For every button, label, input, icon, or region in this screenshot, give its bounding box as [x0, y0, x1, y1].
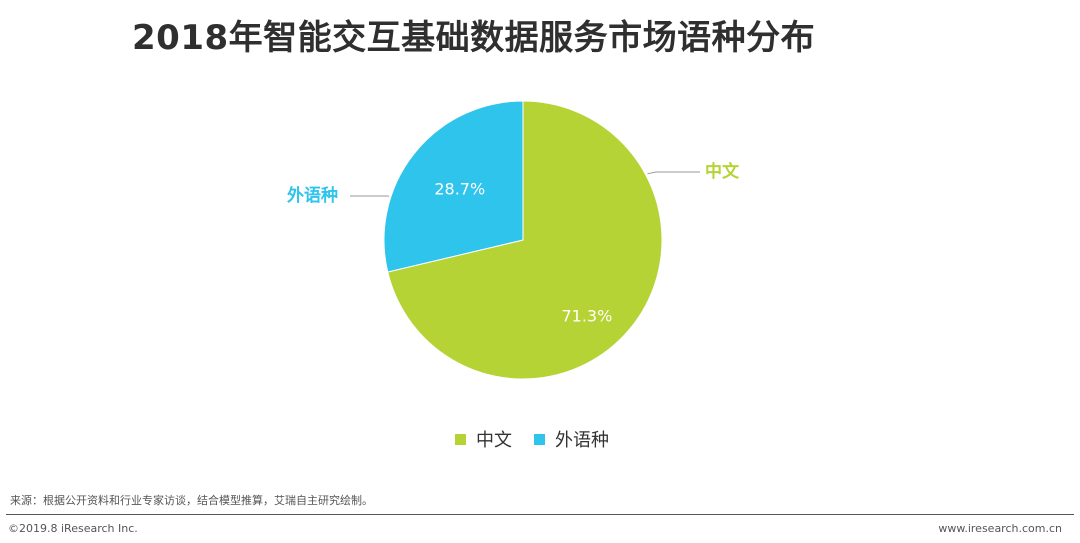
callout-label-chinese: 中文	[705, 161, 740, 182]
website-link[interactable]: www.iresearch.com.cn	[938, 522, 1062, 535]
pie-slice-chinese	[387, 100, 663, 380]
legend: 中文 外语种	[455, 426, 609, 452]
legend-swatch-foreign	[534, 433, 545, 445]
chart-title: 2018年智能交互基础数据服务市场语种分布	[132, 18, 816, 58]
legend-item-foreign: 外语种	[534, 426, 609, 452]
pie-value-label-chinese: 71.3%	[561, 307, 612, 326]
footer-divider	[6, 514, 1074, 515]
callout-line-chinese	[647, 171, 700, 175]
legend-label-foreign: 外语种	[555, 430, 609, 451]
legend-swatch-chinese	[455, 433, 466, 445]
source-note: 来源：根据公开资料和行业专家访谈，结合模型推算，艾瑞自主研究绘制。	[10, 494, 373, 507]
legend-item-chinese: 中文	[455, 426, 512, 452]
copyright: ©2019.8 iResearch Inc.	[8, 522, 138, 535]
legend-label-chinese: 中文	[476, 430, 512, 451]
pie-slice-foreign	[383, 100, 524, 273]
pie-slices: 71.3% 28.7%	[383, 100, 663, 380]
pie-value-label-foreign: 28.7%	[434, 179, 485, 198]
callout-label-foreign: 外语种	[287, 185, 338, 206]
